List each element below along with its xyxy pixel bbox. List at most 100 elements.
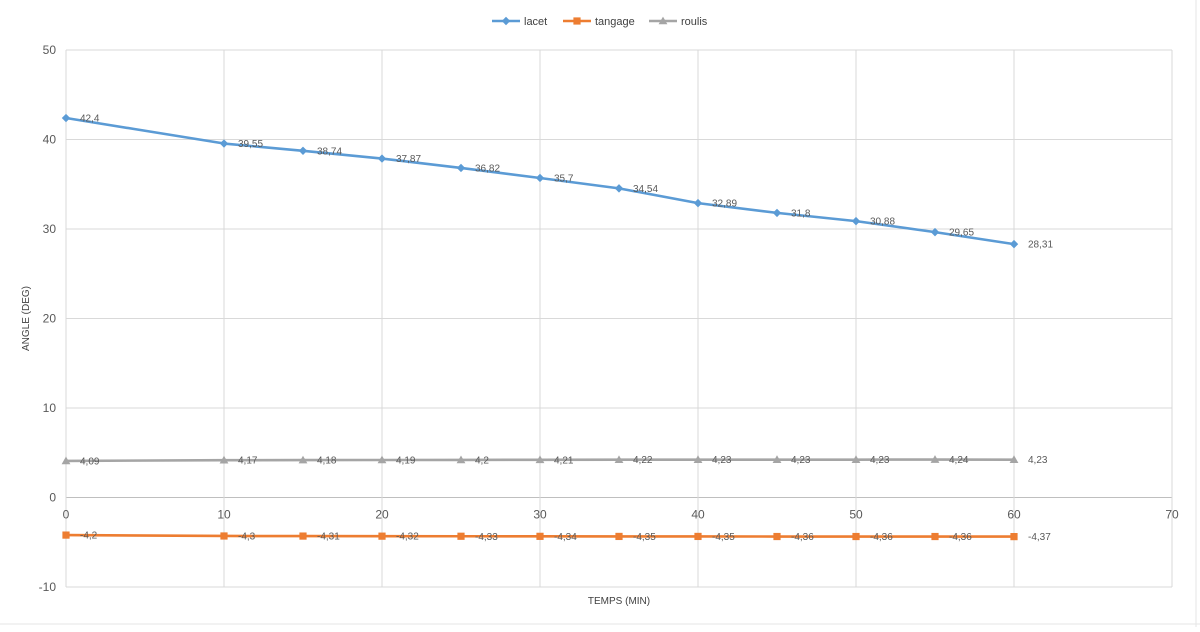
data-point-roulis [61, 456, 71, 465]
legend-entry-lacet[interactable]: lacet [492, 16, 547, 28]
data-label-lacet: 28,31 [1028, 240, 1053, 251]
data-point-tangage [773, 532, 781, 541]
data-label-tangage: -4,37 [1028, 532, 1051, 543]
legend-label-lacet: lacet [524, 16, 547, 28]
data-point-tangage [694, 532, 702, 541]
y-tick-label: 50 [43, 43, 57, 57]
y-tick-label: -10 [39, 580, 57, 594]
data-label-tangage: -4,36 [870, 532, 893, 543]
data-label-roulis: 4,19 [396, 455, 416, 466]
series-line-lacet [64, 116, 1016, 246]
data-point-lacet [298, 146, 308, 155]
data-point-lacet [1009, 239, 1019, 249]
data-point-lacet [61, 113, 71, 123]
data-point-lacet [377, 154, 387, 163]
data-point-tangage [615, 532, 623, 541]
data-label-roulis: 4,09 [80, 456, 100, 467]
data-labels: 42,4 39,55 38,74 37,87 36,82 35,7 34,54 32,89 31… [80, 114, 1053, 544]
data-point-lacet [456, 163, 466, 173]
tick-labels: -10 0 10 20 30 40 50 0 10 20 30 40 50 60 70 [39, 43, 1179, 594]
data-label-roulis: 4,24 [949, 455, 969, 466]
data-label-lacet: 36,82 [475, 163, 500, 174]
legend-entry-roulis[interactable]: roulis [649, 16, 708, 28]
data-point-tangage [931, 532, 939, 541]
x-tick-label: 50 [849, 508, 863, 522]
y-axis-title: ANGLE (DEG) [21, 286, 32, 351]
data-label-lacet: 34,54 [633, 184, 658, 195]
data-point-roulis [614, 455, 624, 464]
y-tick-label: 10 [43, 401, 57, 415]
data-label-tangage: -4,36 [791, 532, 814, 543]
data-label-lacet: 32,89 [712, 199, 737, 210]
data-point-lacet [219, 139, 229, 148]
data-point-tangage [378, 532, 386, 540]
data-label-tangage: -4,35 [633, 532, 656, 543]
data-label-tangage: -4,3 [238, 531, 256, 542]
y-tick-label: 30 [43, 222, 57, 236]
data-label-lacet: 31,8 [791, 208, 811, 219]
y-tick-label: 20 [43, 312, 57, 326]
data-label-roulis: 4,23 [712, 455, 732, 466]
x-tick-label: 70 [1165, 508, 1179, 522]
y-tick-label: 40 [43, 133, 57, 147]
data-point-lacet [772, 208, 782, 218]
data-point-roulis [693, 455, 703, 463]
legend-entry-tangage[interactable]: tangage [563, 16, 635, 28]
data-point-roulis [298, 455, 308, 464]
series-line-tangage [64, 533, 1016, 538]
data-point-lacet [693, 198, 703, 208]
data-point-lacet [535, 173, 545, 183]
data-label-tangage: -4,31 [317, 532, 340, 543]
data-label-roulis: 4,18 [317, 456, 337, 467]
data-label-lacet: 30,88 [870, 217, 895, 228]
data-point-roulis [851, 455, 861, 463]
data-label-tangage: -4,33 [475, 532, 498, 543]
x-tick-label: 0 [63, 508, 70, 522]
data-point-roulis [535, 455, 545, 464]
x-tick-label: 60 [1007, 508, 1021, 522]
x-tick-label: 20 [375, 508, 389, 522]
data-label-roulis: 4,21 [554, 455, 574, 466]
data-point-roulis [377, 455, 387, 464]
data-point-lacet [930, 227, 940, 237]
x-tick-label: 40 [691, 508, 705, 522]
data-label-roulis: 4,2 [475, 455, 489, 466]
data-label-tangage: -4,35 [712, 532, 735, 543]
x-axis-title: TEMPS (MIN) [588, 596, 650, 607]
data-point-tangage [299, 532, 307, 540]
series-tangage [62, 531, 1018, 541]
y-tick-label: 0 [49, 491, 56, 505]
data-point-lacet [614, 184, 624, 193]
series-lacet [61, 113, 1019, 249]
data-label-lacet: 39,55 [238, 139, 263, 150]
axis-titles: TEMPS (MIN) ANGLE (DEG) [21, 286, 650, 607]
legend-marker-lacet [501, 16, 511, 26]
data-label-lacet: 37,87 [396, 154, 421, 165]
data-point-tangage [457, 532, 465, 540]
data-point-tangage [1010, 533, 1018, 541]
gridlines [65, 49, 1173, 588]
data-point-tangage [852, 532, 860, 541]
series-line-roulis [64, 458, 1016, 463]
legend-label-roulis: roulis [681, 16, 708, 28]
data-point-roulis [772, 455, 782, 463]
data-point-roulis [219, 455, 229, 464]
data-label-roulis: 4,23 [870, 455, 890, 466]
data-label-tangage: -4,2 [80, 531, 98, 542]
data-label-lacet: 42,4 [80, 114, 100, 125]
legend[interactable]: lacet tangage roulis [492, 16, 708, 28]
data-point-tangage [62, 531, 70, 539]
x-tick-label: 30 [533, 508, 547, 522]
x-tick-label: 10 [217, 508, 231, 522]
data-label-roulis: 4,23 [1028, 455, 1048, 466]
legend-marker-tangage [573, 17, 581, 25]
data-label-lacet: 35,7 [554, 173, 574, 184]
data-label-tangage: -4,36 [949, 532, 972, 543]
data-label-lacet: 29,65 [949, 228, 974, 239]
data-label-roulis: 4,23 [791, 455, 811, 466]
data-point-lacet [851, 216, 861, 226]
data-label-tangage: -4,34 [554, 532, 577, 543]
